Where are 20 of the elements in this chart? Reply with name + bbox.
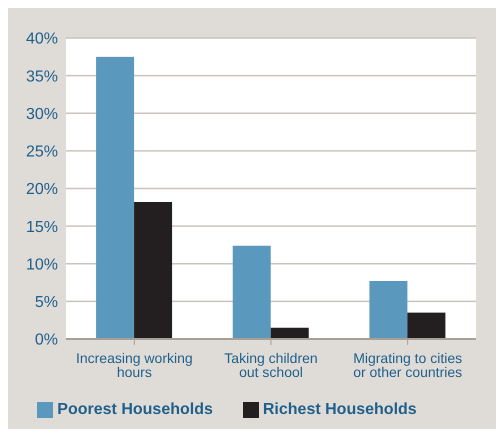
bar [134, 202, 172, 339]
y-tick-label: 25% [26, 144, 58, 161]
x-tick-label: Increasing working hours [76, 350, 193, 380]
legend-label: Poorest Households [57, 401, 213, 418]
bar [270, 328, 309, 339]
bar [232, 246, 271, 339]
bar [96, 56, 134, 339]
y-tick-label: 35% [26, 68, 58, 86]
bar [407, 312, 446, 339]
y-tick-label: 15% [26, 218, 58, 236]
y-tick-label: 5% [34, 294, 58, 312]
x-tick-label: Migrating to cities or other countries [353, 350, 462, 380]
y-tick-label: 40% [26, 30, 58, 48]
y-tick-label: 10% [26, 256, 58, 274]
y-tick-label: 0% [34, 332, 58, 349]
x-tick-label: Taking children out school [224, 350, 318, 380]
y-tick-label: 20% [26, 181, 58, 198]
y-tick-label: 30% [26, 106, 58, 123]
legend-label: Richest Households [262, 401, 417, 418]
bar [369, 281, 408, 339]
